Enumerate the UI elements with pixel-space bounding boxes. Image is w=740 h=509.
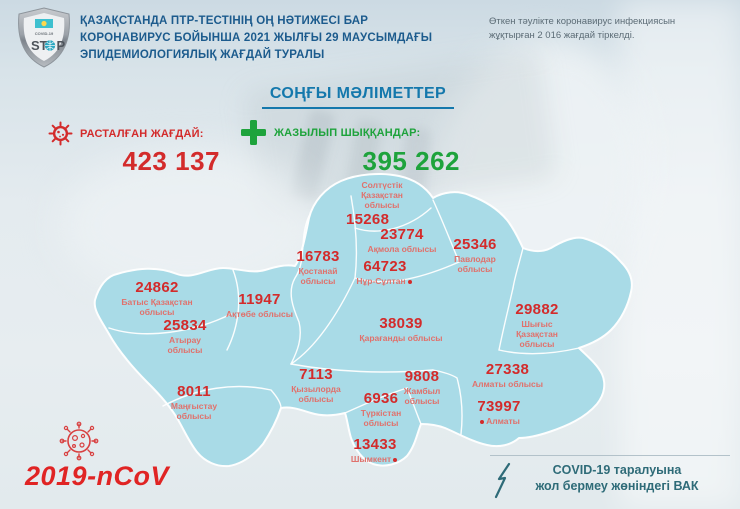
daily-cases-note: Өткен тәулікте коронавирус инфекциясын ж… [489,16,676,41]
confirmed-value: 423 137 [122,146,220,176]
city-label-shymkent: 13433 Шымкент [341,437,409,464]
region-label-zhambyl: 9808 Жамбыл облысы [394,369,450,406]
region-label-batys-qazaqstan: 24862 Батыс Қазақстан облысы [108,280,206,317]
region-label-aqmola: 23774 Ақмола облысы [352,227,452,254]
region-label-aqtobe: 11947 Ақтөбе облысы [212,292,307,319]
region-case-count: 9808 [404,368,440,385]
region-case-count: 11947 [238,291,281,308]
region-label-mangystau: 8011 Маңғыстау облысы [164,384,224,421]
region-name: Қызылорда облысы [291,384,341,404]
region-name: Маңғыстау облысы [170,401,218,421]
country-silhouette [93,172,633,468]
region-borders [108,195,580,435]
region-name: Шығыс Қазақстан облысы [516,319,558,349]
stop-covid-shield-logo: COVID-19 ST P [14,7,74,74]
region-label-qostanai: 16783 Қостанай облысы [288,249,348,286]
svg-text:COVID-19: COVID-19 [35,31,54,36]
region-label-qyzylorda: 7113 Қызылорда облысы [284,367,348,404]
city-case-count: 73997 [477,398,521,415]
region-case-count: 23774 [380,226,424,243]
kazakhstan-map [93,172,633,468]
vak-line2: жол бермеу жөніндегі ВАК [535,479,699,493]
shield-icon: COVID-19 ST P [18,7,70,68]
region-label-soltustik-qazaqstan: Солтүстік Қазақстан облысы 15268 [346,180,418,227]
region-case-count: 6936 [363,390,399,407]
page-title: ҚАЗАҚСТАНДА ПТР-ТЕСТІНІҢ ОҢ НӘТИЖЕСІ БАР… [80,15,433,61]
region-label-atyrau: 25834 Атырау облысы [152,318,218,355]
region-name: Қарағанды облысы [359,333,443,343]
plus-icon [241,120,266,145]
region-case-count: 27338 [485,361,530,378]
region-name: Қостанай облысы [298,266,338,286]
region-label-turkistan: 6936 Түркістан облысы [352,391,410,428]
region-case-count: 15268 [346,211,390,228]
city-case-count: 64723 [363,258,407,275]
city-marker-dot [480,419,485,424]
region-case-count: 16783 [296,248,340,265]
region-case-count: 29882 [515,301,559,318]
city-case-count: 13433 [353,436,397,453]
svg-text:P: P [57,38,66,53]
region-name: Алматы облысы [471,379,544,389]
region-name: Павлодар облысы [454,254,496,274]
region-name: Атырау облысы [167,335,203,355]
latest-data-heading: СОҢҒЫ МӘЛІМЕТТЕР [262,85,454,109]
vak-committee-label: COVID-19 таралуына жол бермеу жөніндегі … [514,462,720,494]
confirmed-cases-stat: РАСТАЛҒАН ЖАҒДАЙ: 423 137 [48,121,220,175]
region-name: Жамбыл облысы [403,386,441,406]
region-name: Ақмола облысы [367,244,437,254]
region-label-almaty-oblysy: 27338 Алматы облысы [455,362,560,389]
region-label-qaragandy: 38039 Қарағанды облысы [346,316,456,343]
region-case-count: 38039 [379,315,423,332]
confirmed-label: РАСТАЛҒАН ЖАҒДАЙ: [80,127,204,140]
city-name: Шымкент [341,454,409,464]
footer-divider [490,455,730,456]
city-marker-dot [407,279,412,284]
recovered-label: ЖАЗЫЛЫП ШЫҚҚАНДАР: [274,126,421,139]
recovered-cases-stat: ЖАЗЫЛЫП ШЫҚҚАНДАР: 395 262 [240,119,460,175]
city-name: Алматы [460,416,538,426]
recovered-value: 395 262 [362,146,460,176]
region-case-count: 8011 [177,383,211,400]
region-case-count: 7113 [299,366,333,383]
city-marker-dot [393,457,398,462]
stop-text: ST [31,38,48,53]
virus-strain-label: 2019-nCoV [25,461,170,491]
region-name: Ақтөбе облысы [226,309,293,319]
lightning-icon [494,462,514,505]
city-name: Нұр-Сұлтан [342,276,428,286]
region-label-shygys-qazaqstan: 29882 Шығыс Қазақстан облысы [506,302,568,349]
virus-outline-icon [58,420,100,467]
region-label-pavlodar: 25346 Павлодар облысы [443,237,507,274]
region-name: Батыс Қазақстан облысы [121,297,193,317]
vak-line1: COVID-19 таралуына [552,463,682,477]
virus-icon [48,121,73,146]
region-case-count: 24862 [135,279,179,296]
region-name: Түркістан облысы [360,408,402,428]
city-label-almaty: 73997 Алматы [460,399,538,426]
region-case-count: 25346 [453,236,497,253]
region-name: Солтүстік Қазақстан облысы [361,180,403,210]
region-case-count: 25834 [163,317,207,334]
city-label-nur-sultan: 64723 Нұр-Сұлтан [342,259,428,286]
